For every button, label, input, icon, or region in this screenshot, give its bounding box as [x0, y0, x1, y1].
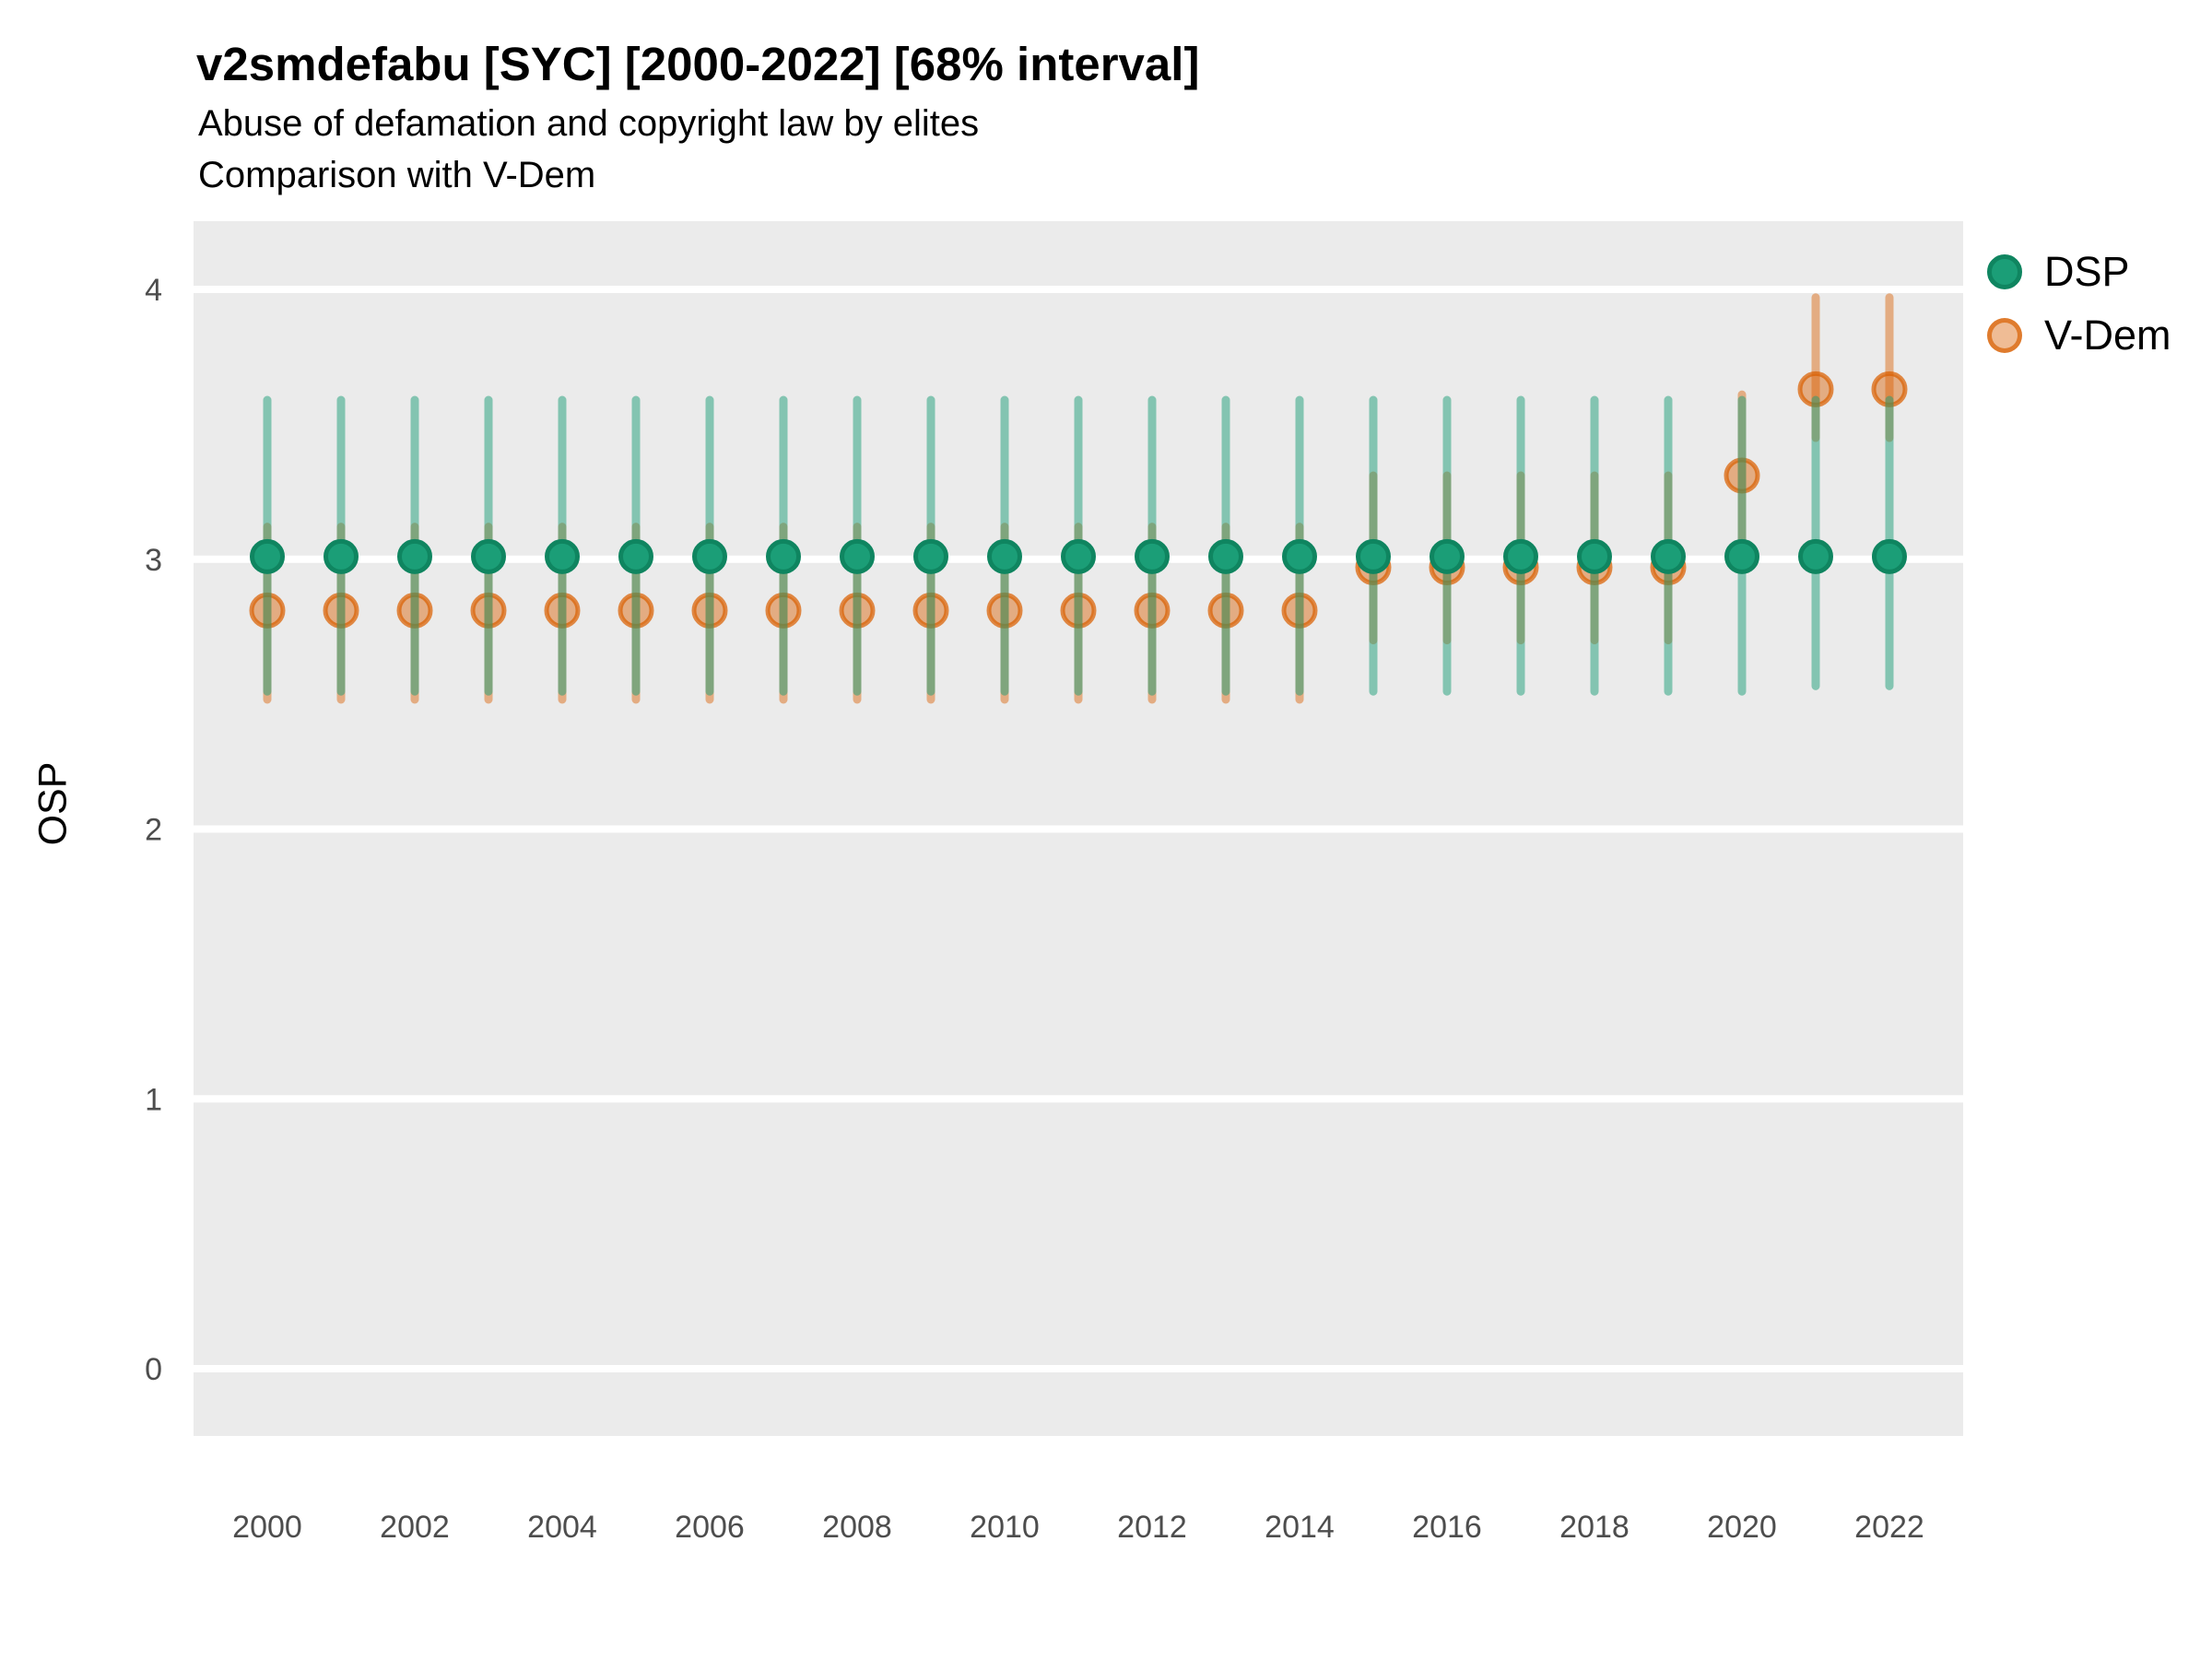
x-tick-2004: 2004 — [527, 1510, 597, 1545]
dsp-point-2004 — [545, 538, 580, 574]
dsp-point-2022 — [1872, 538, 1907, 574]
y-tick-1: 1 — [145, 1082, 162, 1117]
dsp-legend-label: DSP — [2044, 247, 2130, 295]
dsp-point-2001 — [324, 538, 359, 574]
y-tick-0: 0 — [145, 1352, 162, 1387]
dsp-point-2005 — [618, 538, 653, 574]
dsp-point-2019 — [1651, 538, 1686, 574]
legend-item-vdem: V-Dem — [1987, 303, 2171, 367]
dsp-point-2010 — [987, 538, 1022, 574]
x-tick-2012: 2012 — [1117, 1510, 1187, 1545]
dsp-point-2002 — [397, 538, 432, 574]
x-tick-2006: 2006 — [675, 1510, 745, 1545]
x-tick-2010: 2010 — [970, 1510, 1040, 1545]
dsp-point-2015 — [1356, 538, 1391, 574]
dsp-point-2006 — [692, 538, 727, 574]
y-tick-2: 2 — [145, 813, 162, 848]
chart-title: v2smdefabu [SYC] [2000-2022] [68% interv… — [196, 38, 1200, 90]
dsp-legend-marker-icon — [1987, 253, 2022, 289]
chart-subtitle-2: Comparison with V-Dem — [198, 155, 596, 195]
dsp-point-2007 — [766, 538, 801, 574]
x-tick-2018: 2018 — [1559, 1510, 1630, 1545]
chart-subtitle-1: Abuse of defamation and copyright law by… — [198, 103, 980, 144]
dsp-point-2016 — [1430, 538, 1465, 574]
dsp-point-2021 — [1798, 538, 1833, 574]
dsp-point-2003 — [471, 538, 506, 574]
vdem-legend-marker-icon — [1987, 317, 2022, 353]
dsp-point-2009 — [913, 538, 948, 574]
x-tick-2020: 2020 — [1707, 1510, 1777, 1545]
dsp-point-2017 — [1503, 538, 1538, 574]
x-tick-2000: 2000 — [232, 1510, 302, 1545]
legend: DSP V-Dem — [1987, 240, 2171, 367]
x-tick-2022: 2022 — [1854, 1510, 1924, 1545]
legend-item-dsp: DSP — [1987, 240, 2171, 303]
x-tick-2002: 2002 — [380, 1510, 450, 1545]
dsp-point-2000 — [250, 538, 285, 574]
dsp-point-2014 — [1282, 538, 1317, 574]
vdem-legend-label: V-Dem — [2044, 311, 2171, 359]
x-tick-2016: 2016 — [1412, 1510, 1482, 1545]
x-tick-2014: 2014 — [1265, 1510, 1335, 1545]
y-axis-label: OSP — [30, 761, 76, 846]
dsp-point-2012 — [1135, 538, 1170, 574]
y-tick-3: 3 — [145, 543, 162, 578]
dsp-point-2018 — [1577, 538, 1612, 574]
y-tick-4: 4 — [145, 273, 162, 308]
dsp-point-2013 — [1208, 538, 1243, 574]
dsp-point-2020 — [1724, 538, 1759, 574]
dsp-point-2008 — [840, 538, 875, 574]
x-tick-2008: 2008 — [822, 1510, 892, 1545]
dsp-point-2011 — [1061, 538, 1096, 574]
